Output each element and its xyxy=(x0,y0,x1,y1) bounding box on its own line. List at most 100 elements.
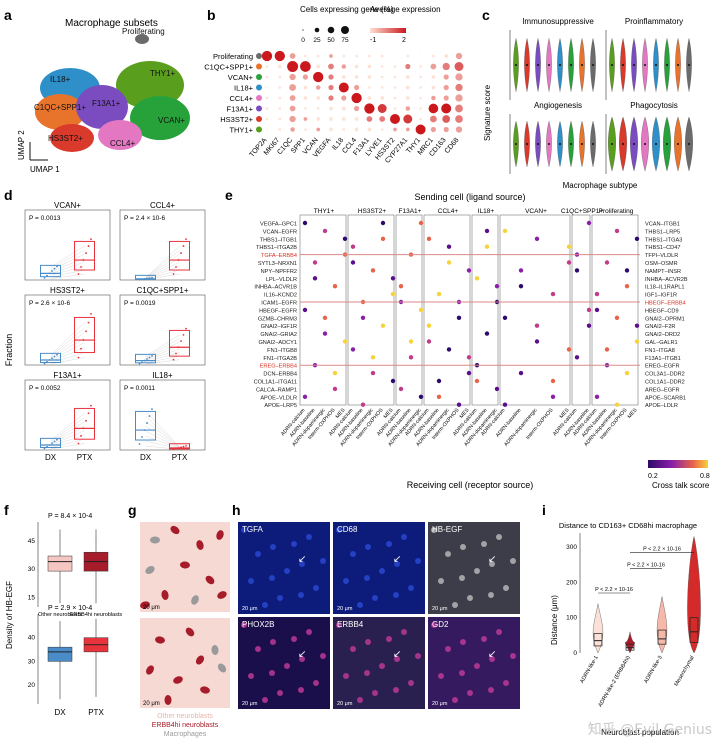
microscopy-tile xyxy=(238,617,330,709)
umap-label-hs3st2: HS3ST2+ xyxy=(48,134,83,143)
distance-title: Distance to CD163+ CD68hi macrophage xyxy=(559,521,697,530)
microscopy-cell xyxy=(241,527,247,533)
violin-median xyxy=(666,64,668,66)
crosstalk-sender-label: HS3ST2+ xyxy=(358,208,387,215)
umap-label-f13a1: F13A1+ xyxy=(92,99,121,108)
box-subplot-pvalue: P = 0.0013 xyxy=(29,215,61,222)
box-point xyxy=(53,267,56,270)
crosstalk-dot xyxy=(408,355,414,360)
box-pair-line xyxy=(145,334,180,357)
microscopy-cell xyxy=(489,561,495,567)
violin-median xyxy=(570,64,572,66)
umap-label-ccl4: CCL4+ xyxy=(110,139,135,148)
microscopy-cell xyxy=(452,697,458,703)
panel-letter-f: f xyxy=(4,502,9,518)
microscopy-scale: 20 μm xyxy=(242,701,258,707)
box-iqr xyxy=(40,264,61,278)
microscopy-cell xyxy=(488,592,494,598)
dotplot-size-legend-title: Cells expressing gene (%) xyxy=(300,5,394,14)
crosstalk-dot xyxy=(586,220,592,226)
violin-median xyxy=(515,143,517,145)
violin-median xyxy=(559,143,561,145)
crosstalk-sender-box xyxy=(423,214,471,406)
microscopy-cell xyxy=(496,534,502,540)
violin-median xyxy=(537,64,539,66)
dotplot-col-label: CD68 xyxy=(444,137,461,155)
crosstalk-left-pair: THBS1–ITGA2B xyxy=(256,245,297,251)
dotplot-size-legend-label: 0 xyxy=(301,37,305,44)
microscopy-cell xyxy=(277,595,283,601)
dotplot-dot xyxy=(406,54,410,58)
microscopy-tile xyxy=(238,522,330,614)
box-point xyxy=(43,447,46,450)
microscopy-cell xyxy=(343,578,349,584)
microscopy-cell xyxy=(393,687,399,693)
dotplot-dot xyxy=(261,50,273,62)
dotplot-dot xyxy=(368,86,371,89)
crosstalk-dot xyxy=(634,323,640,328)
box-pair-line xyxy=(145,430,180,449)
segmentation-cell xyxy=(150,536,160,544)
dotplot-size-legend-label: 50 xyxy=(327,37,335,44)
crosstalk-right-pair: COL1A1–DDR2 xyxy=(645,380,685,386)
dotplot-dot xyxy=(393,107,397,110)
distance-pvalue: P < 2.2 × 10-16 xyxy=(595,587,633,593)
box-iqr xyxy=(74,316,95,354)
microscopy-cell xyxy=(255,646,261,652)
microscopy-cell xyxy=(313,680,319,686)
box-point xyxy=(148,277,151,280)
box-point xyxy=(175,266,177,268)
crosstalk-dot xyxy=(350,244,356,249)
box-subplot-frame xyxy=(119,379,206,451)
crosstalk-dot xyxy=(502,228,508,234)
crosstalk-color-bar xyxy=(648,460,708,468)
panel-letter-b: b xyxy=(207,7,216,23)
violin-median xyxy=(688,64,690,66)
panel-h: TGFA 20 μm ↙ CD68 20 μm ↙ HB-EGF 20 μm ↙ PHOX2B 20… xyxy=(238,522,520,709)
dotplot-dot xyxy=(380,75,384,79)
microscopy-cell xyxy=(393,592,399,598)
box-point xyxy=(177,259,180,261)
distance-group-label: Mesenchymal xyxy=(674,655,696,687)
box-point xyxy=(146,358,148,360)
box-point xyxy=(143,429,146,431)
microscopy-cell xyxy=(277,690,283,696)
box-point xyxy=(180,252,182,254)
dotplot-dot xyxy=(341,95,347,101)
distance-box xyxy=(625,643,635,651)
dotplot-dot xyxy=(455,73,463,81)
crosstalk-left-pair: GZMB–CHRM3 xyxy=(258,316,297,322)
dotplot-dot xyxy=(303,117,308,121)
segmentation-tile-2 xyxy=(140,618,230,708)
dotplot-dot xyxy=(431,85,436,90)
crosstalk-dot xyxy=(370,355,376,360)
panel-letter-g: g xyxy=(128,502,137,518)
panel-i: Distance to CD163+ CD68hi macrophage Dis… xyxy=(550,521,701,737)
dotplot-dot xyxy=(304,128,307,131)
dotplot-dot xyxy=(367,96,372,100)
crosstalk-right-pair: HBEGF–CD9 xyxy=(645,308,679,314)
microscopy-cell xyxy=(306,629,312,635)
violin-groups xyxy=(509,30,693,174)
box-point xyxy=(85,419,87,422)
dotplot-dot xyxy=(405,75,410,79)
distance-group-label: ADRN-like-1 xyxy=(579,655,599,684)
violin-axis-y-label: Signature score xyxy=(483,84,492,141)
umap-cluster-vcan xyxy=(130,96,190,140)
box-point xyxy=(80,266,82,268)
box-pair-line xyxy=(50,352,85,363)
microscopy-cell xyxy=(372,690,378,696)
dotplot-dot xyxy=(289,105,296,112)
dotplot-size-legend-label: 25 xyxy=(313,37,321,44)
box-point xyxy=(48,444,51,446)
crosstalk-left-pair: GNAI2–GRIA2 xyxy=(260,332,297,338)
box-pair-line xyxy=(145,348,180,361)
panel-a: Macrophage subsets Proliferating IL18+ T… xyxy=(17,18,190,174)
box-point xyxy=(56,353,58,356)
crosstalk-left-pair: TGFA–ERBB4 xyxy=(261,253,297,259)
crosstalk-dot xyxy=(426,236,432,241)
box-group-label: PTX xyxy=(172,453,188,462)
box-point xyxy=(175,447,177,450)
crosstalk-dot xyxy=(408,339,414,344)
segmentation-cell xyxy=(191,595,199,605)
